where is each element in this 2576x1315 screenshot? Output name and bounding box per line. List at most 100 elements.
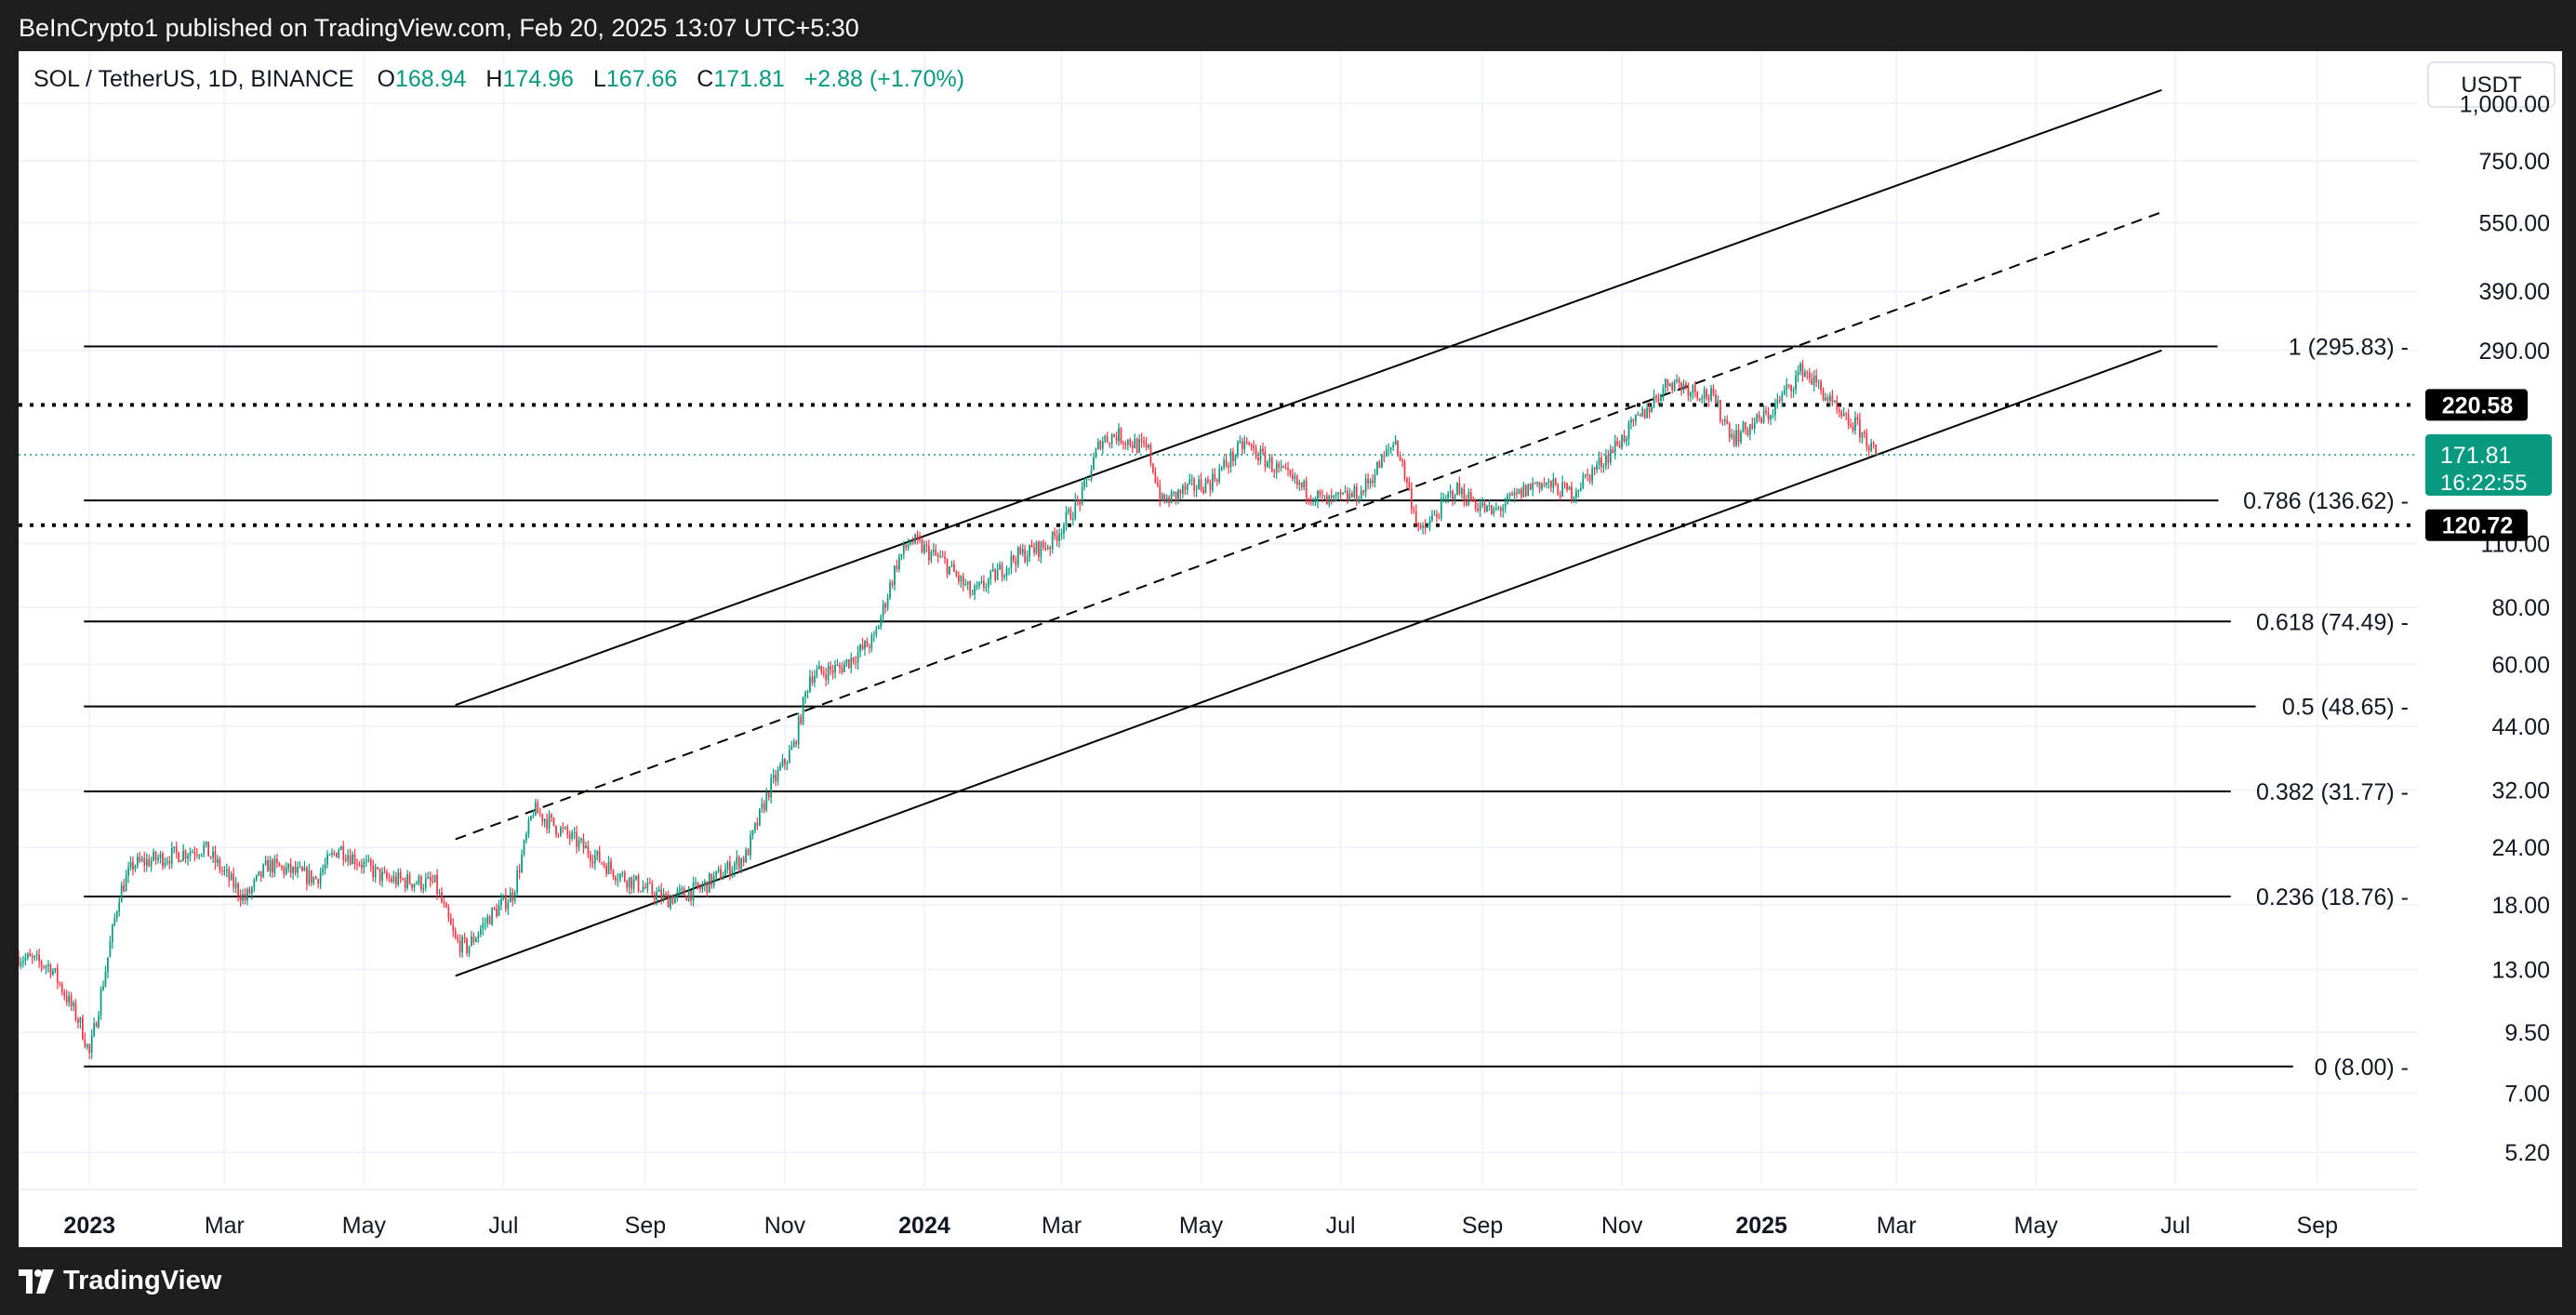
candle-body — [1209, 482, 1212, 491]
candle-body — [95, 1023, 98, 1028]
candle-body — [1852, 426, 1854, 432]
legend-high: 174.96 — [502, 66, 573, 92]
candle-body — [1493, 508, 1495, 514]
candle-body — [1040, 541, 1042, 557]
candle-body — [356, 864, 358, 866]
candle-body — [1309, 498, 1312, 503]
candle-body — [1707, 397, 1710, 401]
candle-body — [621, 872, 624, 874]
legend-low: 167.66 — [606, 66, 677, 92]
candle-body — [665, 894, 667, 896]
candle-body — [1241, 441, 1243, 449]
candle-body — [1385, 449, 1388, 457]
candle-body — [736, 857, 738, 864]
candle-body — [1422, 525, 1424, 528]
candle-body — [591, 861, 594, 864]
candle-body — [1428, 520, 1431, 527]
candle-body — [486, 916, 489, 923]
time-axis[interactable]: 2023 Mar May Jul Sep Nov 2024 Mar May Jul Sep Nov 20… — [19, 1189, 2418, 1239]
candle-body — [1401, 459, 1403, 462]
chart-pane[interactable]: 1 (295.83) - 0.786 (136.62) - 0.618 (74.49… — [18, 51, 2562, 1247]
candle-body — [1239, 441, 1242, 443]
candle-body — [137, 857, 139, 867]
tradingview-brand[interactable]: TradingView — [19, 1266, 221, 1296]
currency-badge[interactable] — [2427, 61, 2556, 108]
price-tick: 9.50 — [2504, 1020, 2550, 1046]
candle-body — [120, 884, 123, 903]
candle-body — [1414, 511, 1417, 524]
candle-body — [770, 777, 773, 798]
candle-body — [1234, 456, 1237, 461]
candle-body — [1746, 429, 1749, 435]
candle-body — [319, 872, 322, 884]
candle-body — [1710, 388, 1712, 401]
candle-body — [1394, 440, 1397, 445]
candle-body — [767, 791, 770, 798]
candle-body — [127, 868, 129, 876]
candle-body — [999, 565, 1001, 570]
candle-body — [1362, 490, 1365, 493]
price-tick: 13.00 — [2491, 958, 2550, 984]
price-scale[interactable]: USDT 1,000.00750.00550.00390.00290.00110… — [2425, 61, 2556, 1166]
candle-body — [104, 972, 107, 987]
candle-body — [834, 665, 836, 673]
candle-body — [1790, 385, 1792, 392]
fibonacci-retracement[interactable]: 1 (295.83) - 0.786 (136.62) - 0.618 (74.49… — [84, 334, 2409, 1081]
candle-body — [955, 571, 958, 576]
candle-body — [1268, 458, 1271, 463]
candle-body — [1344, 491, 1347, 493]
candle-body — [1237, 442, 1239, 457]
candle-body — [493, 908, 496, 910]
candle-body — [1342, 492, 1344, 495]
candle-body — [471, 936, 472, 947]
candle-body — [392, 876, 395, 882]
candle-body — [1479, 505, 1481, 511]
candle-body — [1541, 484, 1543, 489]
candle-body — [1616, 441, 1619, 445]
candle-body — [365, 860, 367, 862]
candle-body — [1673, 380, 1676, 391]
candle-body — [1504, 503, 1507, 509]
candle-body — [26, 953, 29, 958]
candle-body — [1494, 508, 1497, 510]
candle-body — [308, 870, 311, 884]
candle-body — [523, 840, 525, 855]
candle-body — [742, 858, 745, 863]
candle-body — [1563, 482, 1566, 484]
candle-body — [855, 661, 857, 663]
candle-body — [1621, 434, 1623, 448]
candle-body — [564, 827, 566, 829]
candle-body — [1850, 424, 1852, 427]
candle-body — [598, 850, 601, 863]
candle-body — [667, 894, 670, 908]
candle-body — [145, 858, 148, 866]
candle-body — [928, 545, 930, 561]
candle-body — [1021, 549, 1024, 554]
candle-body — [1856, 417, 1859, 419]
candle-body — [388, 878, 391, 880]
horizontal-levels[interactable] — [19, 403, 2418, 527]
candle-body — [164, 862, 166, 867]
candle-body — [378, 868, 381, 882]
candle-body — [228, 869, 231, 881]
candle-body — [173, 846, 176, 848]
candle-body — [1314, 500, 1317, 502]
candle-body — [1820, 381, 1822, 391]
candle-body — [1376, 461, 1378, 475]
candle-body — [991, 568, 994, 571]
chart-svg[interactable]: 1 (295.83) - 0.786 (136.62) - 0.618 (74.49… — [18, 51, 2562, 1247]
candle-body — [1225, 459, 1228, 466]
candle-body — [1717, 400, 1720, 405]
candle-body — [312, 877, 315, 883]
legend-high-label: H — [485, 66, 502, 92]
candle-body — [251, 887, 253, 894]
last-price-tag-text: 171.81 — [2440, 443, 2511, 469]
candle-body — [513, 892, 516, 901]
candle-body — [822, 671, 825, 675]
candle-body — [1081, 486, 1083, 505]
candle-body — [690, 890, 692, 901]
candle-body — [1481, 502, 1483, 506]
candle-body — [907, 544, 910, 548]
candle-body — [889, 582, 891, 598]
candle-body — [1765, 410, 1767, 413]
